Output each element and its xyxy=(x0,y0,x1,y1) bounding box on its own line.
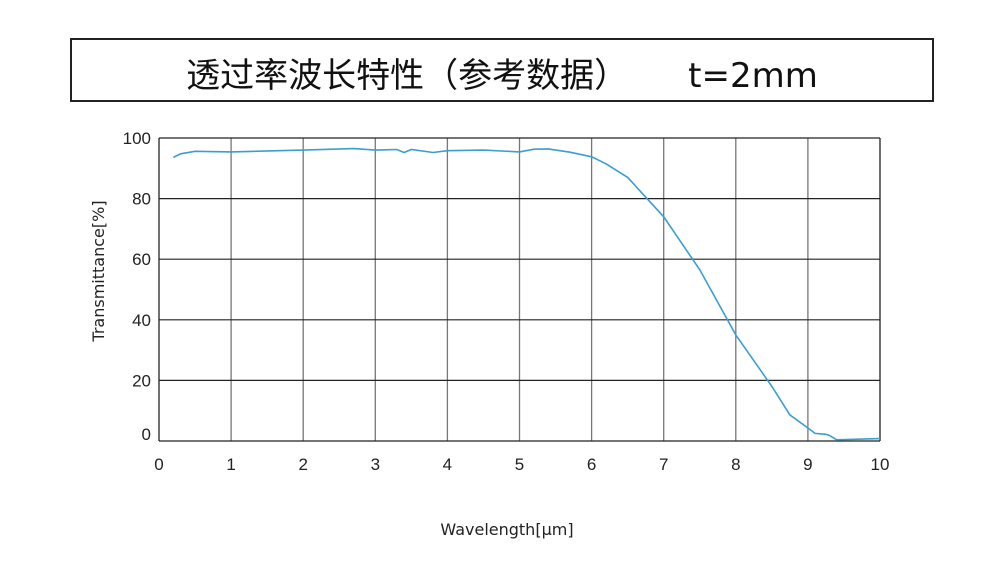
thickness-label: t=2mm xyxy=(688,56,818,96)
y-tick-label: 40 xyxy=(132,311,151,330)
x-tick-label: 6 xyxy=(587,455,596,474)
y-tick-label: 80 xyxy=(132,190,151,209)
x-tick-label: 2 xyxy=(298,455,307,474)
title-box: 透过率波长特性（参考数据） t=2mm xyxy=(70,38,934,102)
chart-title: 透过率波长特性（参考数据） t=2mm xyxy=(72,48,932,97)
y-tick-label: 100 xyxy=(123,129,151,148)
x-tick-label: 1 xyxy=(226,455,235,474)
x-tick-label: 7 xyxy=(659,455,668,474)
x-tick-label: 10 xyxy=(871,455,890,474)
title-text: 透过率波长特性（参考数据） xyxy=(186,56,629,96)
x-axis-label: Wavelength[μm] xyxy=(440,520,573,539)
y-tick-label: 60 xyxy=(132,250,151,269)
x-tick-label: 3 xyxy=(371,455,380,474)
x-tick-label: 5 xyxy=(515,455,524,474)
x-tick-label: 8 xyxy=(731,455,740,474)
x-tick-label: 4 xyxy=(443,455,452,474)
transmittance-line xyxy=(173,147,881,441)
y-tick-label: 20 xyxy=(132,371,151,390)
x-tick-label: 9 xyxy=(803,455,812,474)
y-axis-label: Transmittance[%] xyxy=(89,200,108,342)
x-tick-label: 0 xyxy=(154,455,163,474)
y-tick-label: 0 xyxy=(142,425,151,444)
